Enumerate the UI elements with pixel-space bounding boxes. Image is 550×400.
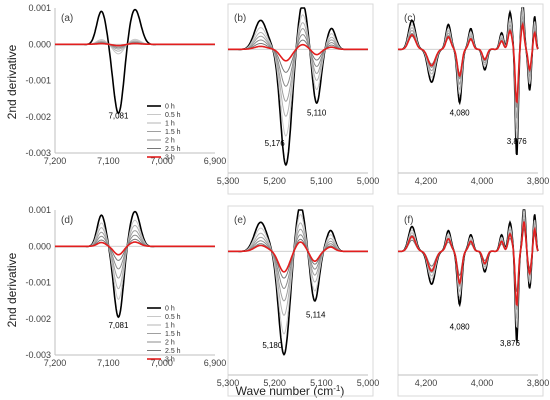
legend-label: 1.5 h [165,331,181,338]
x-tick-label: 7,000 [150,358,173,368]
x-tick-label: 7,200 [44,156,67,166]
x-tick-label: 7,100 [97,156,120,166]
legend-label: 1 h [165,323,175,330]
peak-annotation: 3,876 [500,339,521,348]
series-line-1_5h [228,28,368,102]
legend-label: 1 h [165,121,175,128]
x-tick-label: 5,200 [263,378,286,388]
panel-label: (d) [61,215,73,226]
legend-label: 2.5 h [165,348,181,355]
x-tick-label: 5,100 [310,378,333,388]
y-tick-label: 0.000 [28,241,51,251]
panel-4: 5,300 5,200 5,100 5,000 (e) 5,180 5,114 [217,205,380,397]
y-tick-label: -0.002 [25,314,51,324]
panel-label: (e) [234,215,246,226]
series-line-2h [55,234,215,270]
y-tick-label: 0.000 [28,39,51,49]
series-line-1h [228,22,368,117]
series-line-3h [398,22,539,104]
peak-annotation: 5,110 [307,108,327,117]
series-line-0_5h [55,219,215,301]
y-tick-label: -0.001 [25,76,51,86]
panel-frame [397,205,544,397]
peak-annotation: 7,081 [108,112,129,121]
peak-annotation: 4,080 [450,108,471,117]
series-line-3h [55,42,215,47]
x-tick-label: 4,000 [471,176,494,186]
series-line-1_5h [228,228,368,302]
peak-annotation: 5,114 [306,310,326,319]
y-axis-label-lower: 2nd derivative [5,252,19,327]
series-line-2h [228,34,368,87]
peak-annotation: 5,176 [265,139,286,148]
series-line-3h [55,241,215,256]
panel-label: (c) [404,13,416,24]
y-tick-label: -0.003 [25,148,51,158]
series-line-0_5h [228,14,368,137]
panel-frame [227,205,374,397]
y-tick-label: -0.001 [25,278,51,288]
peak-annotation: 3,876 [507,137,528,146]
series-line-0h [55,210,215,319]
x-tick-label: 7,200 [44,358,67,368]
x-tick-label: 7,100 [97,358,120,368]
peak-annotation: 7,081 [108,321,129,330]
series-line-3h [228,241,368,273]
panel-label: (b) [234,13,246,24]
legend-label: 2 h [165,340,175,347]
x-tick-label: 5,200 [263,176,286,186]
x-tick-label: 5,000 [357,176,380,186]
y-tick-label: -0.002 [25,112,51,122]
legend-label: 0 h [165,306,175,313]
y-tick-label: -0.003 [25,350,51,360]
y-axis-label: 2nd derivative [5,44,19,119]
legend-label: 3 h [165,357,175,364]
series-line-3h [398,221,539,307]
panel-label: (f) [404,215,413,226]
x-tick-label: 5,300 [217,176,240,186]
panel-frame [397,3,544,195]
x-tick-label: 5,100 [310,176,333,186]
x-tick-label: 5,300 [217,378,240,388]
y-tick-label: 0.001 [28,3,51,13]
legend-label: 2.5 h [165,146,181,153]
series-line-3h [228,43,368,62]
panel-2: 4,200 4,000 3,800 (c) 4,080 3,876 [397,3,550,195]
legend-label: 3 h [165,155,175,162]
x-tick-label: 3,800 [527,378,550,388]
x-tick-label: 4,000 [471,378,494,388]
x-tick-label: 6,900 [204,358,227,368]
x-tick-label: 4,200 [415,378,438,388]
series-line-0h [55,8,215,115]
legend-label: 0.5 h [165,112,181,119]
x-tick-label: 5,000 [357,378,380,388]
peak-annotation: 4,080 [450,323,471,332]
x-tick-label: 6,900 [204,156,227,166]
legend-label: 0 h [165,104,175,111]
panel-1: 5,300 5,200 5,100 5,000 (b) 5,176 5,110 [217,3,380,195]
legend-label: 2 h [165,138,175,145]
series-line-2_5h [228,238,368,279]
panel-label: (a) [61,13,73,24]
panel-5: 4,200 4,000 3,800 (f) 4,080 3,876 [397,205,550,397]
legend-label: 0.5 h [165,314,181,321]
series-line-1_5h [55,230,215,279]
series-line-2_5h [398,227,539,293]
peak-annotation: 5,180 [262,341,283,350]
panel-frame [227,3,374,195]
legend-label: 1.5 h [165,129,181,136]
x-tick-label: 4,200 [415,176,438,186]
x-axis-label: Wave number (cm-1) [236,384,345,398]
x-tick-label: 3,800 [527,176,550,186]
x-tick-label: 7,000 [150,156,173,166]
y-tick-label: 0.001 [28,205,51,215]
